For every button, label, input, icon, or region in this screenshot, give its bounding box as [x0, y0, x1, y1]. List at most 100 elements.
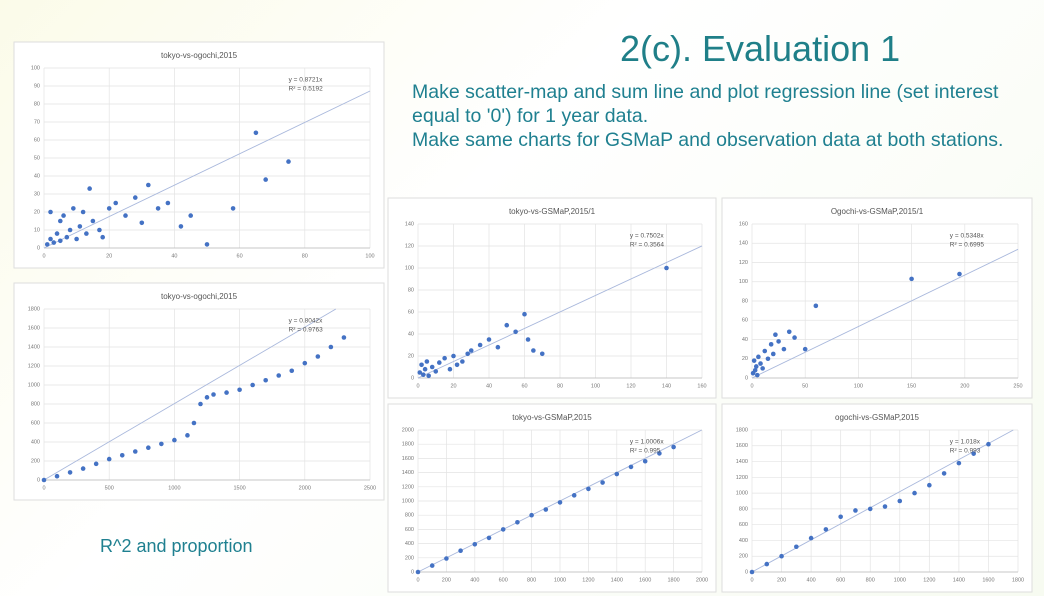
x-tick-label: 200: [777, 577, 786, 583]
x-tick-label: 2000: [696, 577, 708, 583]
point: [823, 527, 829, 532]
point: [500, 527, 506, 532]
point: [146, 182, 151, 188]
point: [230, 206, 236, 211]
point: [437, 360, 442, 365]
slide-title: 2(c). Evaluation 1: [620, 28, 901, 69]
point: [909, 276, 914, 282]
point: [755, 372, 760, 378]
y-tick-label: 1200: [28, 363, 40, 369]
point: [765, 356, 771, 362]
chart-title: Ogochi-vs-GSMaP,2015/1: [831, 207, 924, 216]
chart-title: tokyo-vs-ogochi,2015: [161, 292, 238, 301]
point: [756, 354, 761, 360]
point: [927, 482, 932, 488]
point: [792, 335, 797, 340]
y-tick-label: 120: [739, 260, 748, 266]
point: [770, 351, 776, 357]
chart-panel: [721, 197, 1033, 399]
y-tick-label: 400: [739, 538, 748, 544]
trendline-label: y = 0.8042x: [289, 318, 324, 325]
y-tick-label: 20: [742, 356, 748, 362]
point: [132, 449, 138, 454]
y-tick-label: 90: [34, 83, 40, 89]
point: [808, 535, 814, 541]
description-line: Make same charts for GSMaP and observati…: [412, 129, 1004, 151]
y-tick-label: 0: [37, 477, 40, 483]
trendline-label: y = 1.018x: [950, 439, 981, 446]
y-tick-label: 600: [405, 527, 414, 533]
point: [250, 382, 255, 388]
point: [429, 364, 435, 370]
point: [776, 339, 781, 344]
y-tick-label: 400: [405, 541, 414, 547]
y-tick-label: 1000: [402, 498, 414, 504]
y-tick-label: 160: [739, 221, 748, 227]
x-tick-label: 1400: [953, 577, 965, 583]
point: [657, 451, 662, 456]
point: [123, 213, 128, 218]
point: [486, 535, 492, 541]
point: [93, 461, 99, 467]
x-tick-label: 1000: [168, 485, 180, 491]
caption: R^2 and proportion: [100, 536, 253, 556]
x-tick-label: 150: [907, 383, 916, 389]
point: [477, 342, 483, 348]
point: [159, 441, 164, 447]
point: [276, 373, 282, 378]
point: [642, 458, 648, 464]
point: [813, 303, 819, 309]
trendline-label: y = 0.8721x: [289, 77, 324, 84]
y-tick-label: 1400: [28, 344, 40, 350]
x-tick-label: 140: [662, 383, 671, 389]
point: [971, 451, 976, 456]
y-tick-label: 80: [742, 298, 748, 304]
x-tick-label: 800: [866, 577, 875, 583]
point: [515, 520, 520, 525]
x-tick-label: 1000: [554, 577, 566, 583]
point: [204, 242, 210, 247]
point: [504, 322, 510, 328]
x-tick-label: 120: [626, 383, 635, 389]
x-tick-label: 400: [807, 577, 816, 583]
chart-panel: [13, 282, 385, 501]
x-tick-label: 1000: [894, 577, 906, 583]
point: [758, 361, 763, 366]
y-tick-label: 60: [742, 318, 748, 324]
point: [764, 561, 770, 567]
point: [48, 236, 53, 242]
point: [237, 387, 242, 393]
point: [465, 351, 471, 357]
x-tick-label: 0: [416, 383, 419, 389]
trendline: [43, 90, 371, 249]
point: [557, 500, 563, 505]
x-tick-label: 400: [470, 577, 479, 583]
point: [119, 453, 125, 458]
x-tick-label: 100: [365, 253, 374, 259]
point: [41, 477, 47, 483]
y-tick-label: 400: [31, 439, 40, 445]
point: [897, 498, 903, 504]
y-tick-label: 800: [739, 506, 748, 512]
y-tick-label: 200: [405, 555, 414, 561]
point: [472, 542, 478, 547]
point: [90, 218, 96, 224]
chart-title: tokyo-vs-GSMaP,2015: [512, 413, 592, 422]
point: [454, 362, 460, 368]
point: [986, 441, 991, 447]
x-tick-label: 0: [42, 253, 45, 259]
point: [146, 445, 151, 451]
point: [224, 390, 229, 395]
point: [58, 218, 63, 224]
point: [341, 335, 347, 340]
point: [460, 359, 465, 364]
point: [529, 512, 534, 518]
point: [106, 206, 112, 211]
x-tick-label: 250: [1013, 383, 1022, 389]
y-tick-label: 1000: [28, 382, 40, 388]
chart-panel: [387, 197, 717, 399]
x-tick-label: 20: [106, 253, 112, 259]
y-tick-label: 60: [34, 137, 40, 143]
r2-label: R² = 0.5192: [289, 86, 324, 93]
